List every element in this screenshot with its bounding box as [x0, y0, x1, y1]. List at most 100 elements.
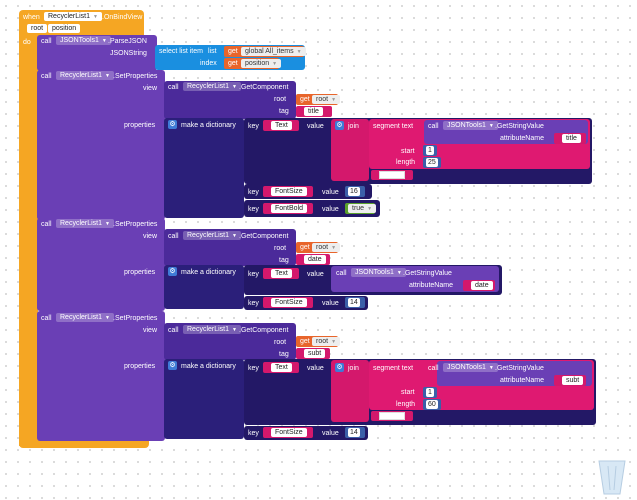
setprop1-call-label: call: [41, 73, 52, 80]
gsv1-attr-label: attributeName: [500, 135, 544, 142]
root-var-dropdown-3[interactable]: root ▼: [312, 337, 341, 346]
key-text-value-3[interactable]: Text: [271, 363, 292, 372]
event-param-root[interactable]: root: [27, 24, 48, 33]
event-name-label: .OnBindView: [102, 14, 143, 21]
get-root-label-3: get: [300, 338, 310, 345]
pair6-key-label: key: [248, 365, 259, 372]
gsv3-attr-label: attributeName: [500, 377, 544, 384]
gsv1-call-label: call: [428, 123, 439, 130]
gsv1-component-dropdown[interactable]: JSONTools1 ▼: [443, 121, 498, 130]
setprop2-method-label: .SetProperties: [113, 221, 158, 228]
parsejson-call-block[interactable]: [37, 35, 157, 71]
gsv3-call-label: call: [428, 365, 439, 372]
key-fontbold-value-1[interactable]: FontBold: [271, 204, 308, 213]
attr-string-value-1[interactable]: title: [562, 134, 581, 143]
empty-string-slot-1[interactable]: [379, 171, 405, 179]
getcomp3-component-dropdown[interactable]: RecyclerList1 ▼: [183, 325, 241, 334]
gsv3-method-label: .GetStringValue: [495, 365, 544, 372]
setproperties-block-3[interactable]: [37, 311, 165, 441]
root-var-dropdown-2[interactable]: root ▼: [312, 243, 341, 252]
pair5-key-label: key: [248, 300, 259, 307]
pair6-value-label: value: [307, 365, 324, 372]
mutator-gear-icon[interactable]: ⚙: [168, 120, 177, 129]
tag-string-value-1[interactable]: title: [304, 107, 323, 116]
segment-length-label-3: length: [396, 401, 416, 408]
gsv2-attr-label: attributeName: [409, 282, 453, 289]
setproperties-block-2[interactable]: [37, 218, 165, 311]
start-value-1[interactable]: 1: [426, 146, 434, 155]
getcomp3-root-label: root: [274, 339, 287, 346]
event-component-dropdown[interactable]: RecyclerList1 ▼: [44, 12, 102, 21]
setprop2-call-label: call: [41, 221, 52, 228]
getcomp3-tag-label: tag: [279, 351, 289, 358]
make-dict-label-3: make a dictionary: [181, 363, 236, 370]
setprop2-view-label: view: [143, 233, 158, 240]
getcomponent-block-1[interactable]: [164, 81, 296, 119]
setprop1-properties-label: properties: [124, 122, 156, 129]
getcomp2-method-label: .GetComponent: [239, 233, 289, 240]
key-text-value-2[interactable]: Text: [271, 269, 292, 278]
length-value-1[interactable]: 25: [426, 158, 438, 167]
gsv3-component-dropdown[interactable]: JSONTools1 ▼: [443, 363, 498, 372]
setprop3-component-dropdown[interactable]: RecyclerList1 ▼: [56, 313, 114, 322]
join-gear-icon[interactable]: ⚙: [335, 121, 344, 130]
position-var-dropdown[interactable]: position ▼: [241, 59, 282, 68]
true-dropdown-1[interactable]: true ▼: [348, 204, 377, 213]
select-list-item-label: select list item: [159, 48, 203, 55]
mutator-gear-icon[interactable]: ⚙: [168, 267, 177, 276]
setproperties-block-1[interactable]: [37, 70, 165, 220]
length-value-3[interactable]: 60: [426, 400, 438, 409]
getcomponent-block-2[interactable]: [164, 229, 296, 266]
key-fontsize-value-2[interactable]: FontSize: [271, 298, 307, 307]
tag-string-value-2[interactable]: date: [304, 255, 326, 264]
getcomponent-block-3[interactable]: [164, 323, 296, 360]
gsv2-component-dropdown[interactable]: JSONTools1 ▼: [351, 268, 406, 277]
make-dictionary-block-3[interactable]: [164, 359, 244, 439]
pair3-key-label: key: [248, 206, 259, 213]
event-do-label: do: [23, 39, 31, 46]
fontsize-value-2[interactable]: 14: [348, 298, 360, 307]
join-gear-icon[interactable]: ⚙: [335, 363, 344, 372]
setprop2-component-dropdown[interactable]: RecyclerList1 ▼: [56, 219, 114, 228]
getcomp3-call-label: call: [168, 327, 179, 334]
setprop2-properties-label: properties: [124, 269, 156, 276]
segment-text-label-3: segment text: [373, 365, 414, 372]
global-all-items-dropdown[interactable]: global All_items ▼: [241, 47, 306, 56]
mutator-gear-icon[interactable]: ⚙: [168, 361, 177, 370]
getcomp1-component-dropdown[interactable]: RecyclerList1 ▼: [183, 82, 241, 91]
get-root-label-1: get: [300, 96, 310, 103]
start-value-3[interactable]: 1: [426, 388, 434, 397]
key-text-value-1[interactable]: Text: [271, 121, 292, 130]
attr-string-value-2[interactable]: date: [471, 281, 493, 290]
make-dictionary-block-2[interactable]: [164, 265, 244, 309]
pair1-value-label: value: [307, 123, 324, 130]
event-param-position[interactable]: position: [48, 24, 81, 33]
getcomp2-component-dropdown[interactable]: RecyclerList1 ▼: [183, 231, 241, 240]
key-fontsize-value-1[interactable]: FontSize: [271, 187, 307, 196]
pair2-value-label: value: [322, 189, 339, 196]
fontsize-value-1[interactable]: 16: [348, 187, 360, 196]
parsejson-component-dropdown[interactable]: JSONTools1 ▼: [56, 36, 111, 45]
setprop1-component-dropdown[interactable]: RecyclerList1 ▼: [56, 71, 114, 80]
setprop1-method-label: .SetProperties: [113, 73, 158, 80]
pair4-value-label: value: [307, 271, 324, 278]
empty-string-slot-3[interactable]: [379, 412, 405, 420]
tag-string-value-3[interactable]: subt: [304, 349, 326, 358]
setprop3-call-label: call: [41, 315, 52, 322]
make-dictionary-block-1[interactable]: [164, 118, 244, 218]
root-var-dropdown-1[interactable]: root ▼: [312, 95, 341, 104]
pair4-key-label: key: [248, 271, 259, 278]
attr-string-value-3[interactable]: subt: [562, 376, 584, 385]
pair2-key-label: key: [248, 189, 259, 196]
pair1-key-label: key: [248, 123, 259, 130]
get-label-2: get: [228, 60, 238, 67]
trash-icon[interactable]: [598, 460, 626, 496]
make-dict-label-2: make a dictionary: [181, 269, 236, 276]
getcomp2-call-label: call: [168, 233, 179, 240]
key-fontsize-value-3[interactable]: FontSize: [271, 428, 307, 437]
getcomp1-method-label: .GetComponent: [239, 84, 289, 91]
segment-start-label-1: start: [401, 148, 415, 155]
getcomp1-root-label: root: [274, 96, 287, 103]
parsejson-method-label: .ParseJSON: [108, 38, 147, 45]
fontsize-value-3[interactable]: 14: [348, 428, 360, 437]
